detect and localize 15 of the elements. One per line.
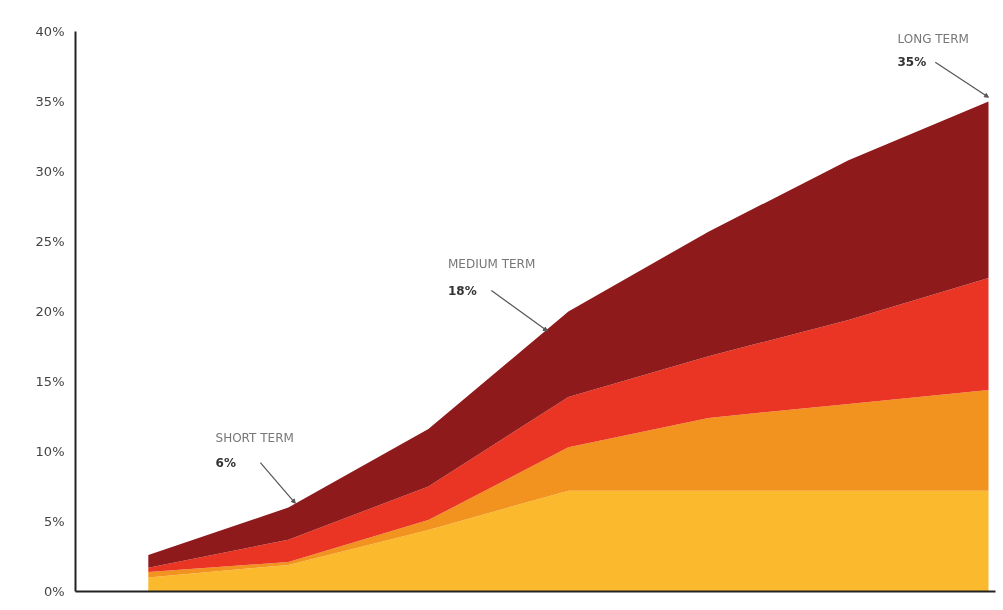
- y-tick-label: 10%: [35, 444, 65, 459]
- annotation: 35%: [897, 55, 927, 70]
- y-tick-label: 20%: [35, 304, 65, 319]
- y-tick-label: 40%: [35, 24, 65, 39]
- annotation: 6%: [215, 455, 236, 470]
- annotation: 18%: [447, 283, 477, 298]
- y-tick-label: 15%: [35, 374, 65, 389]
- y-tick-label: 25%: [35, 234, 65, 249]
- annotation: SHORT TERM: [215, 430, 294, 445]
- y-tick-label: 30%: [35, 164, 65, 179]
- y-tick-label: 0%: [43, 584, 65, 599]
- y-tick-label: 35%: [35, 94, 65, 109]
- annotation: MEDIUM TERM: [447, 256, 536, 271]
- y-tick-label: 5%: [43, 514, 65, 529]
- annotation: LONG TERM: [897, 31, 969, 46]
